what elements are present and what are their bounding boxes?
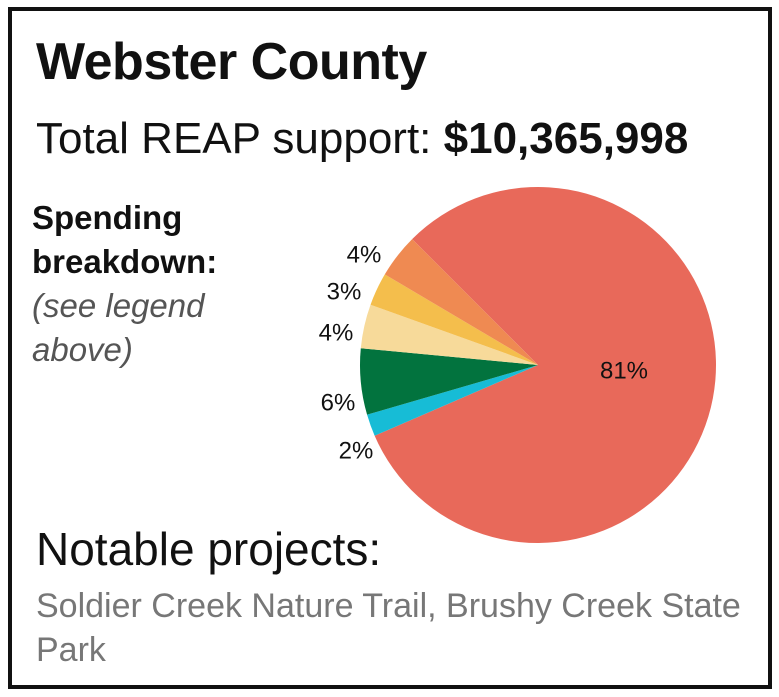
- projects-list: Soldier Creek Nature Trail, Brushy Creek…: [36, 587, 741, 669]
- pie-slice: [374, 187, 716, 543]
- slice-label: 3%: [327, 278, 362, 305]
- total-support: Total REAP support: $10,365,998: [36, 114, 688, 164]
- slice-label: 2%: [339, 437, 374, 464]
- pie-slice: [360, 348, 538, 415]
- slice-label: 4%: [319, 319, 354, 346]
- total-support-label: Total REAP support:: [36, 114, 432, 163]
- slice-label: 6%: [321, 389, 356, 416]
- spending-breakdown: Spending breakdown: (see legend above): [32, 196, 262, 372]
- pie-slice: [360, 304, 538, 365]
- slice-label: 4%: [347, 241, 382, 268]
- pie-slice: [384, 239, 538, 365]
- slice-label: 81%: [600, 357, 648, 384]
- breakdown-note-line2: above): [32, 331, 133, 368]
- pie-slice: [367, 365, 538, 436]
- breakdown-heading-line1: Spending: [32, 199, 183, 236]
- projects-heading: Notable projects:: [36, 523, 382, 575]
- breakdown-heading-line2: breakdown:: [32, 243, 218, 280]
- pie-slice: [370, 274, 538, 365]
- page-title: Webster County: [36, 33, 427, 91]
- total-support-amount: $10,365,998: [443, 114, 689, 163]
- breakdown-note-line1: (see legend: [32, 287, 205, 324]
